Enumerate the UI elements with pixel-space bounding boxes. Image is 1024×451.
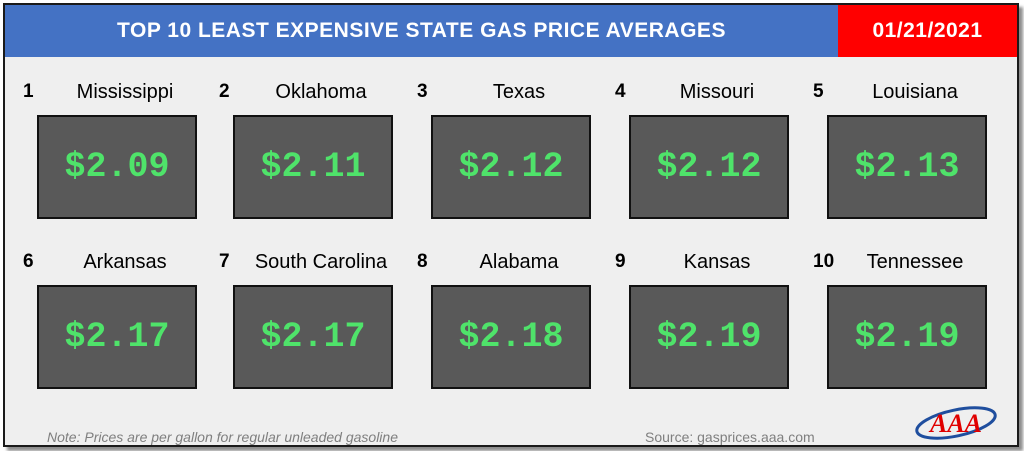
price-box: $2.12 xyxy=(431,115,591,219)
state-name: Arkansas xyxy=(83,251,167,273)
state-card: 1 Mississippi $2.09 xyxy=(23,81,213,231)
rank-number: 1 xyxy=(23,81,34,102)
state-name: Tennessee xyxy=(866,251,964,273)
price-box: $2.17 xyxy=(37,285,197,389)
gas-price: $2.18 xyxy=(458,317,564,357)
infographic-frame: TOP 10 LEAST EXPENSIVE STATE GAS PRICE A… xyxy=(3,3,1019,447)
gas-price: $2.17 xyxy=(64,317,170,357)
price-box: $2.09 xyxy=(37,115,197,219)
price-box: $2.13 xyxy=(827,115,987,219)
gas-price: $2.12 xyxy=(458,147,564,187)
page-title: TOP 10 LEAST EXPENSIVE STATE GAS PRICE A… xyxy=(5,5,838,57)
rank-number: 4 xyxy=(615,81,626,102)
footnote: Note: Prices are per gallon for regular … xyxy=(47,429,398,445)
source-credit: Source: gasprices.aaa.com xyxy=(645,429,815,445)
price-box: $2.19 xyxy=(629,285,789,389)
state-card: 10 Tennessee $2.19 xyxy=(813,251,1003,401)
gas-price: $2.11 xyxy=(260,147,366,187)
state-card: 4 Missouri $2.12 xyxy=(615,81,805,231)
state-name: Alabama xyxy=(479,251,559,273)
state-card: 8 Alabama $2.18 xyxy=(417,251,607,401)
aaa-logo-text: AAA xyxy=(928,409,982,438)
state-card: 3 Texas $2.12 xyxy=(417,81,607,231)
gas-price: $2.13 xyxy=(854,147,960,187)
header: TOP 10 LEAST EXPENSIVE STATE GAS PRICE A… xyxy=(5,5,1017,57)
state-card: 2 Oklahoma $2.11 xyxy=(219,81,409,231)
date-badge: 01/21/2021 xyxy=(838,5,1017,57)
rank-number: 10 xyxy=(813,251,835,272)
state-name: Kansas xyxy=(683,251,751,273)
state-name: Missouri xyxy=(679,81,755,103)
gas-price: $2.19 xyxy=(854,317,960,357)
state-name: South Carolina xyxy=(254,251,388,273)
rank-number: 2 xyxy=(219,81,230,102)
state-card: 7 South Carolina $2.17 xyxy=(219,251,409,401)
gas-price: $2.09 xyxy=(64,147,170,187)
gas-price: $2.19 xyxy=(656,317,762,357)
price-box: $2.18 xyxy=(431,285,591,389)
state-name: Mississippi xyxy=(76,81,174,103)
rank-number: 8 xyxy=(417,251,428,272)
gas-price: $2.12 xyxy=(656,147,762,187)
gas-price: $2.17 xyxy=(260,317,366,357)
state-name: Oklahoma xyxy=(275,81,367,103)
state-card: 6 Arkansas $2.17 xyxy=(23,251,213,401)
rank-number: 3 xyxy=(417,81,428,102)
aaa-logo-icon: AAA xyxy=(915,406,997,440)
rank-number: 5 xyxy=(813,81,824,102)
rank-number: 9 xyxy=(615,251,626,272)
rank-number: 7 xyxy=(219,251,230,272)
state-name: Louisiana xyxy=(872,81,958,103)
price-box: $2.19 xyxy=(827,285,987,389)
state-card: 5 Louisiana $2.13 xyxy=(813,81,1003,231)
rank-number: 6 xyxy=(23,251,34,272)
price-box: $2.12 xyxy=(629,115,789,219)
price-box: $2.11 xyxy=(233,115,393,219)
state-name: Texas xyxy=(492,81,546,103)
price-box: $2.17 xyxy=(233,285,393,389)
state-card: 9 Kansas $2.19 xyxy=(615,251,805,401)
